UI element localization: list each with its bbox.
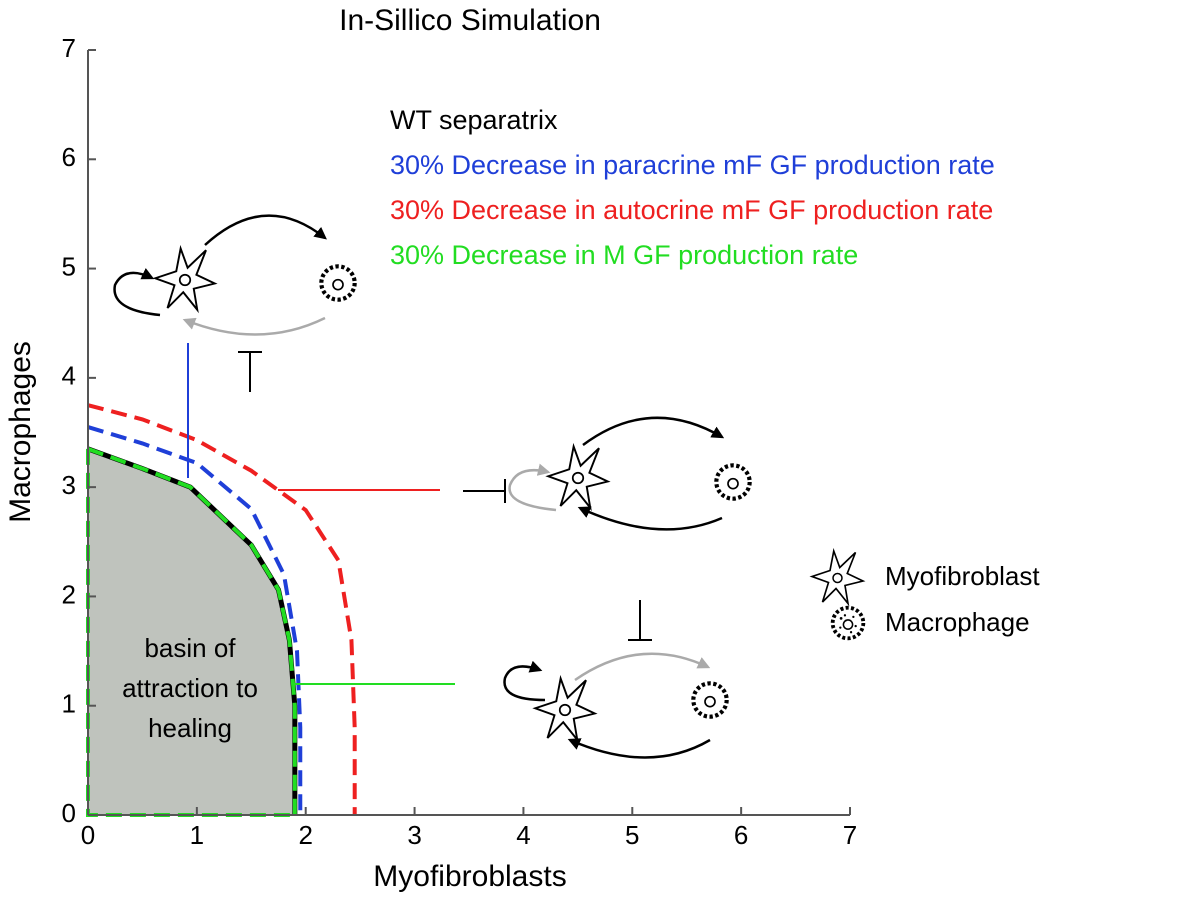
schematic-bottom — [295, 600, 727, 759]
legend-entry: 30% Decrease in M GF production rate — [390, 240, 858, 270]
plot-area — [86, 403, 357, 817]
annotation: basin of — [144, 633, 236, 663]
series-line — [87, 403, 357, 815]
legend-entry: 30% Decrease in paracrine mF GF producti… — [390, 150, 995, 180]
x-tick-label: 0 — [81, 820, 95, 850]
legend-entry: 30% Decrease in autocrine mF GF producti… — [390, 195, 993, 225]
x-tick-label: 7 — [843, 820, 857, 850]
icon-legend-label: Myofibroblast — [885, 561, 1040, 591]
legend-entry: WT separatrix — [390, 105, 558, 135]
x-axis-label: Myofibroblasts — [373, 860, 566, 893]
y-tick-label: 7 — [62, 33, 76, 63]
chart-title: In-Sillico Simulation — [339, 4, 601, 37]
series-line — [87, 447, 297, 815]
x-tick-label: 2 — [298, 820, 312, 850]
y-tick-label: 3 — [62, 470, 76, 500]
series-line — [87, 425, 303, 815]
x-tick-label: 4 — [516, 820, 530, 850]
y-tick-label: 6 — [62, 142, 76, 172]
schematic-top — [113, 214, 355, 478]
y-axis-label: Macrophages — [4, 341, 37, 523]
x-tick-label: 3 — [407, 820, 421, 850]
y-tick-label: 0 — [62, 798, 76, 828]
annotation: healing — [148, 713, 232, 743]
schematic-middle — [278, 416, 750, 531]
x-tick-label: 6 — [734, 820, 748, 850]
y-tick-label: 2 — [62, 579, 76, 609]
x-tick-label: 5 — [625, 820, 639, 850]
y-tick-label: 5 — [62, 251, 76, 281]
y-tick-label: 1 — [62, 689, 76, 719]
x-tick-label: 1 — [190, 820, 204, 850]
icon-legend-label: Macrophage — [885, 607, 1030, 637]
y-tick-label: 4 — [62, 361, 76, 391]
annotation: attraction to — [122, 673, 258, 703]
icon-legend: Myofibroblast Macrophage — [811, 550, 1040, 641]
